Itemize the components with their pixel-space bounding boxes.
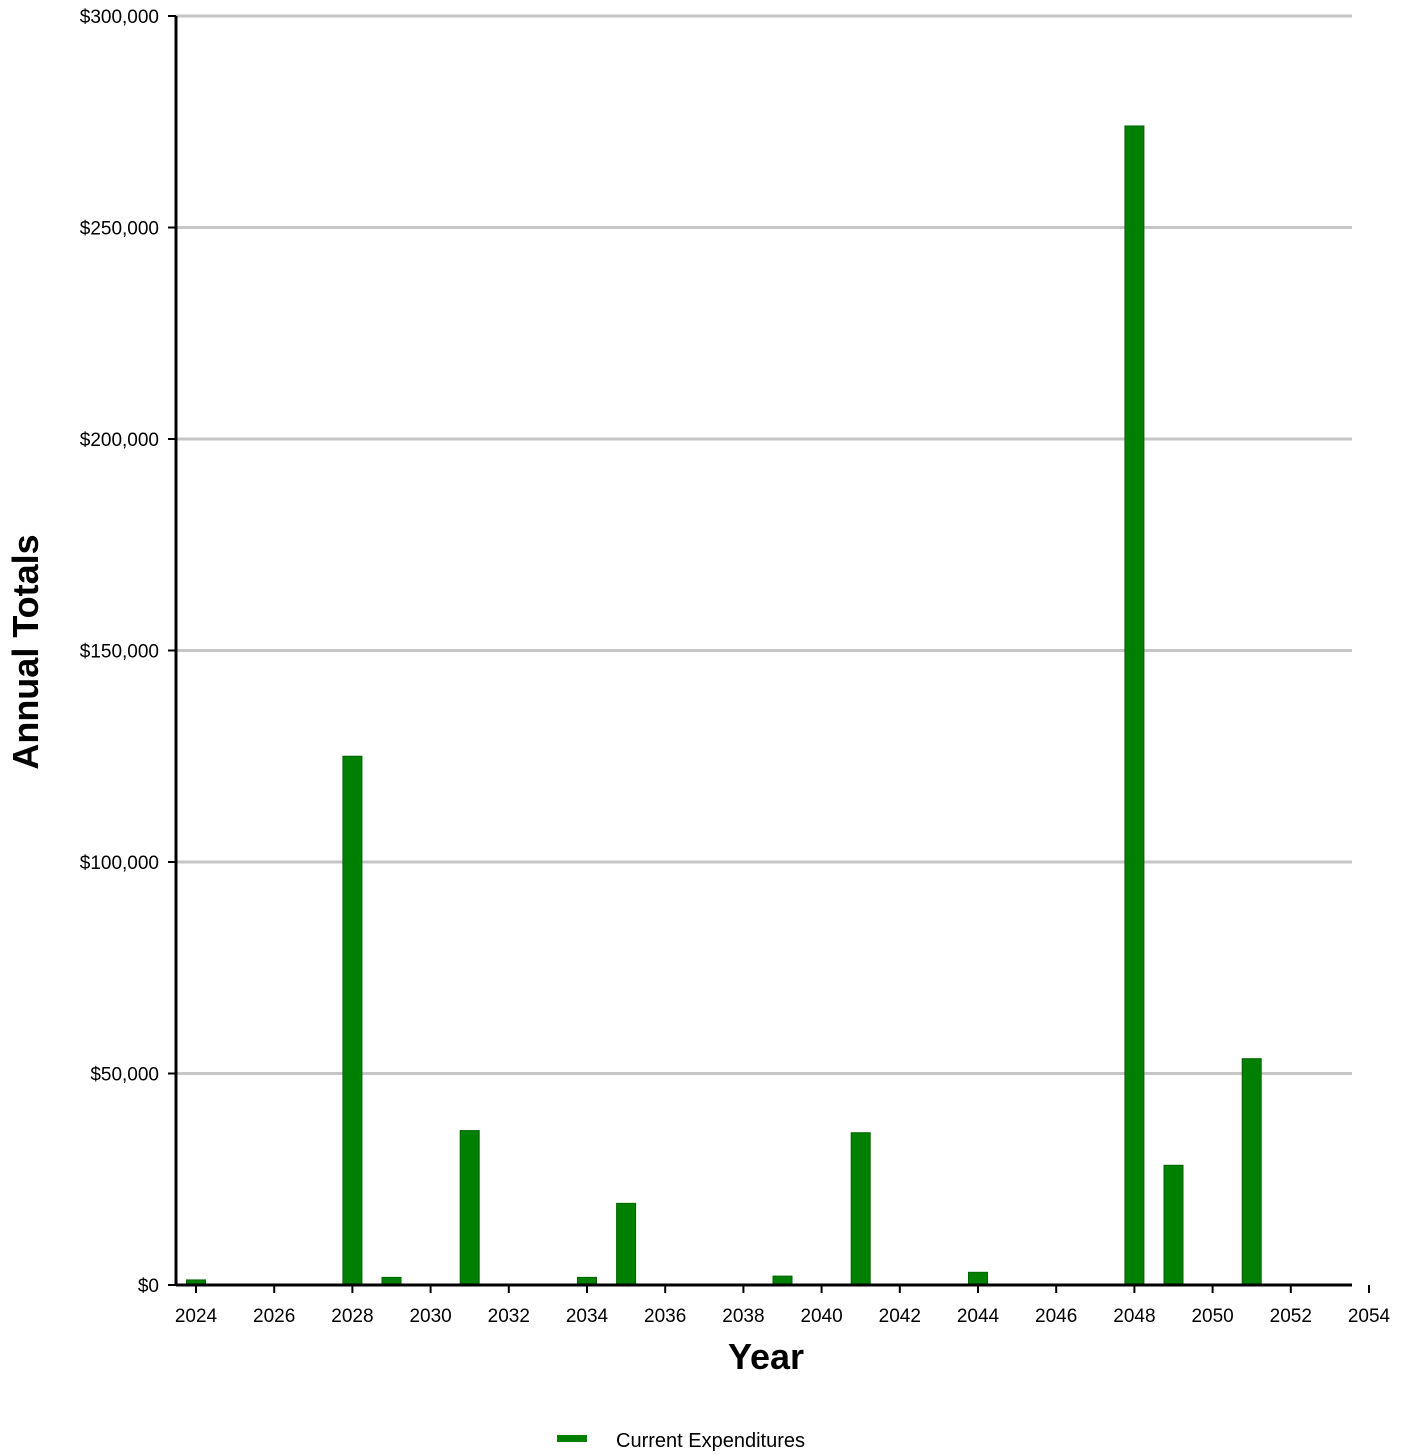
x-tick-label: 2052 <box>1270 1306 1312 1327</box>
y-tick-labels: $0 $50,000 $100,000 $150,000 $200,000 $250,00… <box>80 7 176 1297</box>
x-axis-title: Year <box>728 1336 804 1377</box>
y-tick-label: $150,000 <box>80 642 159 663</box>
y-tick-label: $0 <box>138 1276 159 1297</box>
y-tick-label: $250,000 <box>80 219 159 240</box>
x-tick-label: 2048 <box>1113 1306 1155 1327</box>
x-tick-label: 2054 <box>1348 1306 1391 1327</box>
bar-2035 <box>616 1202 637 1286</box>
x-tick-label: 2046 <box>1035 1306 1077 1327</box>
y-tick-label: $200,000 <box>80 430 159 451</box>
x-tick-label: 2028 <box>331 1306 373 1327</box>
x-tick-label: 2050 <box>1191 1306 1233 1327</box>
x-tick-label: 2024 <box>175 1306 218 1327</box>
x-tick-label: 2036 <box>644 1306 686 1327</box>
x-tick-label: 2032 <box>488 1306 530 1327</box>
x-tick-label: 2034 <box>566 1306 609 1327</box>
x-tick-label: 2040 <box>800 1306 842 1327</box>
x-tick-label: 2042 <box>879 1306 921 1327</box>
bar-2041 <box>850 1132 871 1286</box>
legend: Current Expenditures <box>557 1430 805 1452</box>
x-tick-label: 2026 <box>253 1306 295 1327</box>
bar-2028 <box>342 755 363 1286</box>
legend-swatch <box>557 1435 587 1442</box>
bars <box>186 125 1262 1286</box>
legend-label: Current Expenditures <box>616 1430 805 1452</box>
bar-2048 <box>1124 125 1145 1286</box>
bar-2049 <box>1163 1164 1184 1286</box>
gridlines <box>176 14 1352 1075</box>
x-tick-label: 2044 <box>957 1306 1000 1327</box>
x-tick-label: 2038 <box>722 1306 764 1327</box>
y-axis-title: Annual Totals <box>5 534 46 769</box>
x-tick-labels: 2024 2026 2028 2030 2032 2034 2036 2038 2040 2042… <box>175 1285 1391 1327</box>
y-tick-label: $300,000 <box>80 7 159 28</box>
bar-2044 <box>968 1271 988 1286</box>
x-tick-label: 2030 <box>409 1306 451 1327</box>
bar-2031 <box>459 1130 480 1286</box>
y-tick-label: $50,000 <box>90 1065 159 1086</box>
bar-2051 <box>1241 1058 1262 1286</box>
y-tick-label: $100,000 <box>80 853 159 874</box>
